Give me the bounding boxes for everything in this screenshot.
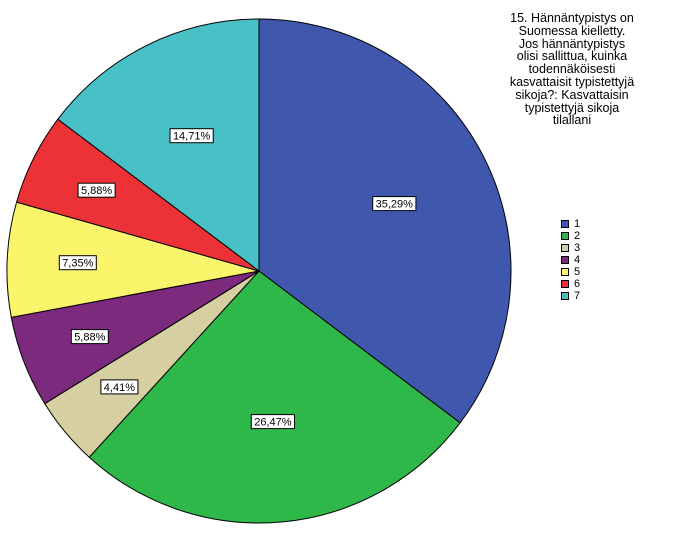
pie-data-labels: 35,29% 26,47% 4,41% 5,88% 7,35% 5,88% 14,71%	[58, 128, 417, 430]
pie-slice-2	[88, 270, 461, 524]
legend-swatch	[561, 244, 569, 252]
legend-item-6: 6	[561, 278, 580, 290]
data-label-text-6: 5,88%	[81, 185, 112, 197]
data-label-text-1: 35,29%	[376, 199, 414, 211]
legend-label: 2	[574, 230, 581, 242]
data-label-5: 7,35%	[58, 255, 97, 271]
data-label-text-2: 26,47%	[254, 417, 292, 429]
data-label-1: 35,29%	[372, 196, 417, 212]
legend-label: 5	[574, 266, 581, 278]
legend-label: 1	[574, 218, 581, 230]
legend-swatch	[561, 292, 569, 300]
legend-swatch	[561, 268, 569, 276]
legend-swatch	[561, 280, 569, 288]
legend-swatch	[561, 232, 569, 240]
legend-item-4: 4	[561, 254, 580, 266]
legend-title: 15. Hännäntypistys on Suomessa kielletty…	[509, 11, 635, 128]
legend-swatch	[561, 256, 569, 264]
legend-label: 3	[574, 242, 581, 254]
legend-swatch	[561, 220, 569, 228]
legend-item-2: 2	[561, 230, 580, 242]
data-label-6: 5,88%	[77, 182, 116, 198]
data-label-text-7: 14,71%	[173, 131, 211, 143]
pie-slice-5	[6, 201, 260, 318]
pie-slice-1	[258, 18, 512, 424]
legend-item-3: 3	[561, 242, 580, 254]
data-label-7: 14,71%	[169, 128, 214, 144]
data-label-text-3: 4,41%	[104, 382, 135, 394]
legend-label: 6	[574, 278, 581, 290]
legend-label: 4	[574, 254, 581, 266]
legend-item-5: 5	[561, 266, 580, 278]
data-label-4: 5,88%	[70, 329, 109, 345]
pie-slices	[6, 18, 512, 524]
legend-item-1: 1	[561, 218, 580, 230]
data-label-text-4: 5,88%	[74, 332, 105, 344]
data-label-2: 26,47%	[250, 414, 296, 430]
legend-label: 7	[574, 290, 581, 302]
legend-item-7: 7	[561, 290, 580, 302]
pie-slice-7	[57, 18, 260, 273]
data-label-3: 4,41%	[100, 379, 139, 395]
data-label-text-5: 7,35%	[62, 258, 93, 270]
